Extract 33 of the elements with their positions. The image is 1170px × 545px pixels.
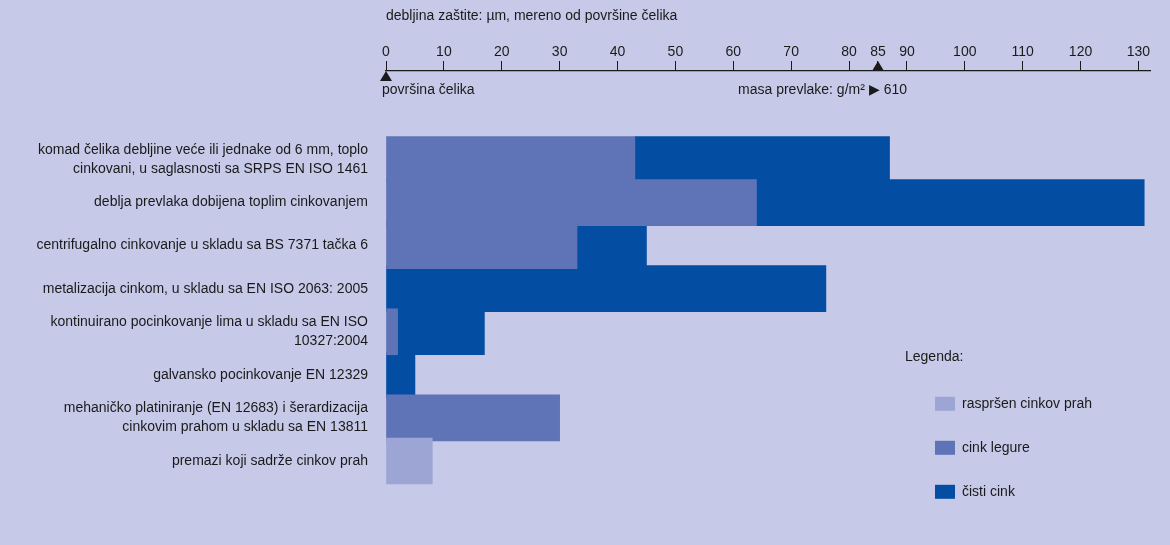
text: površina čelika [382,80,475,97]
legend-label: raspršen cinkov prah [962,394,1092,411]
legend-label: čisti cink [962,482,1016,499]
y-tick-label: premazi koji sadrže cinkov prah [171,451,368,468]
x-axis-title: debljina zaštite: µm, mereno od površine čelika [386,7,678,24]
bar [386,437,433,485]
x-tick-label: 0 [382,42,391,59]
y-tick-label: galvansko pocinkovanje EN 12329 [153,365,369,382]
y-tick-label: kontinuirano pocinkovanje lima u skladu sa EN ISO 10327:2004 [50,313,369,349]
x-tick-label: 110 [1011,42,1035,59]
x-tick-label: 80 [841,42,858,59]
x-tick-label: 85 [870,42,886,59]
legend-title: Legenda: [905,347,964,364]
x-tick-label: 70 [783,42,800,59]
bar [386,394,560,442]
x-tick-label: 100 [953,42,977,59]
text: masa prevlake: g/m² ▶ 610 [738,80,908,97]
x-tick-label: 130 [1126,42,1151,59]
x-tick-label: 10 [436,42,452,59]
x-tick-label: 40 [609,42,626,59]
x-tick-label: 60 [725,42,742,59]
y-tick-label: metalizacija cinkom, u skladu sa EN ISO 2063: 2005 [42,279,369,296]
x-tick-label: 90 [899,42,915,59]
x-tick-label: 30 [551,42,568,59]
y-tick-label: komad čelika debljine veće ili jednake od 6 mm, toplo cinkovani, u saglasnosti sa SRPS EN ISO 1461 [38,140,369,176]
y-tick-label: centrifugalno cinkovanje u skladu sa BS 7371 tačka 6 [36,236,369,253]
x-tick-label: 20 [493,42,510,59]
y-tick-label: deblja prevlaka dobijena toplim cinkovanjem [94,193,368,210]
y-tick-label: mehaničko platiniranje (EN 12683) i šerardizacija cinkovim prahom u skladu sa EN 13811 [63,399,369,435]
bar [386,308,398,356]
x-tick-label: 120 [1068,42,1093,59]
x-tick-label: 50 [667,42,684,59]
legend-label: cink legure [962,438,1030,455]
